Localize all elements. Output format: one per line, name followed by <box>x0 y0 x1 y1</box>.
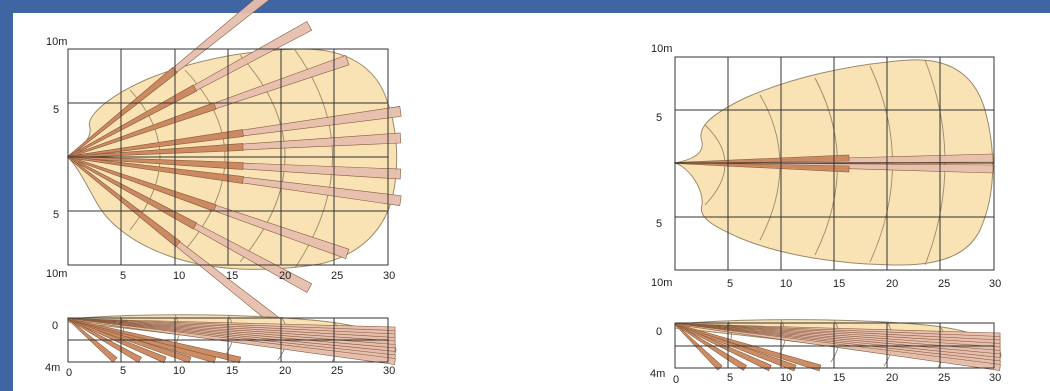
zone-arc <box>869 65 893 263</box>
wide-top-y-mid-label-lower: 5 <box>53 209 59 221</box>
narrow-side-x-tick: 10 <box>780 372 792 384</box>
wide-top-x-tick: 5 <box>120 270 126 282</box>
wide-pattern-side-view: 0 4m 0 5 10 15 20 25 30 <box>45 314 397 379</box>
wide-top-x-tick: 15 <box>226 270 238 282</box>
wide-side-x-tick: 0 <box>66 367 72 379</box>
narrow-side-x-tick-labels: 0 5 10 15 20 25 30 <box>673 372 1001 386</box>
frame-left-bar <box>0 0 13 391</box>
narrow-top-x-tick: 5 <box>727 278 733 290</box>
wide-top-x-tick: 25 <box>331 270 343 282</box>
narrow-side-y-top-label: 0 <box>656 326 662 338</box>
narrow-side-x-tick: 20 <box>886 372 898 384</box>
wide-side-y-bottom-label: 4m <box>45 362 60 374</box>
wide-side-beams <box>67 318 396 365</box>
wide-side-x-tick: 5 <box>120 365 126 377</box>
wide-top-x-tick: 20 <box>279 270 291 282</box>
wide-side-x-tick-labels: 0 5 10 15 20 25 30 <box>66 365 395 379</box>
narrow-top-x-tick: 25 <box>938 278 950 290</box>
wide-side-x-tick: 20 <box>279 365 291 377</box>
narrow-top-grid <box>674 56 995 271</box>
wide-top-x-tick: 30 <box>383 270 395 282</box>
narrow-top-x-tick: 30 <box>989 278 1001 290</box>
wide-side-x-tick: 30 <box>383 365 395 377</box>
wide-top-y-mid-label-upper: 5 <box>53 104 59 116</box>
wide-side-grid <box>67 317 389 363</box>
narrow-side-x-tick: 30 <box>989 372 1001 384</box>
narrow-side-x-tick: 15 <box>833 372 845 384</box>
narrow-side-beams <box>674 323 1001 372</box>
wide-side-x-tick: 25 <box>331 365 343 377</box>
narrow-top-x-tick-labels: 5 10 15 20 25 30 <box>727 278 1001 290</box>
narrow-top-x-tick: 15 <box>833 278 845 290</box>
wide-top-x-tick-labels: 5 10 15 20 25 30 <box>120 270 395 282</box>
wide-beams <box>67 0 402 327</box>
narrow-top-y-top-label: 10m <box>651 43 672 55</box>
wide-side-x-tick: 15 <box>226 365 238 377</box>
wide-side-y-top-label: 0 <box>52 320 58 332</box>
wide-top-x-tick: 10 <box>173 270 185 282</box>
narrow-pattern-side-view: 0 4m 0 5 10 15 20 25 30 <box>650 319 1002 386</box>
wide-top-y-top-label: 10m <box>46 36 67 48</box>
narrow-top-x-tick: 20 <box>886 278 898 290</box>
narrow-top-y-mid-label-upper: 5 <box>656 112 662 124</box>
narrow-side-x-tick: 0 <box>673 374 679 386</box>
narrow-pattern-top-view: 10m 5 5 10m 5 10 15 20 25 30 <box>651 43 1001 290</box>
wide-top-grid <box>67 48 389 266</box>
wide-top-y-bottom-label: 10m <box>46 268 67 280</box>
narrow-side-x-tick: 25 <box>938 372 950 384</box>
wide-pattern-top-view: 10m 5 5 10m 5 10 15 20 25 30 <box>46 0 402 327</box>
narrow-side-y-bottom-label: 4m <box>650 368 665 380</box>
narrow-side-x-tick: 5 <box>727 372 733 384</box>
narrow-top-x-tick: 10 <box>780 278 792 290</box>
narrow-top-y-mid-label-lower: 5 <box>656 218 662 230</box>
narrow-side-grid <box>674 322 995 369</box>
narrow-top-y-bottom-label: 10m <box>651 277 672 289</box>
wide-side-x-tick: 10 <box>173 365 185 377</box>
